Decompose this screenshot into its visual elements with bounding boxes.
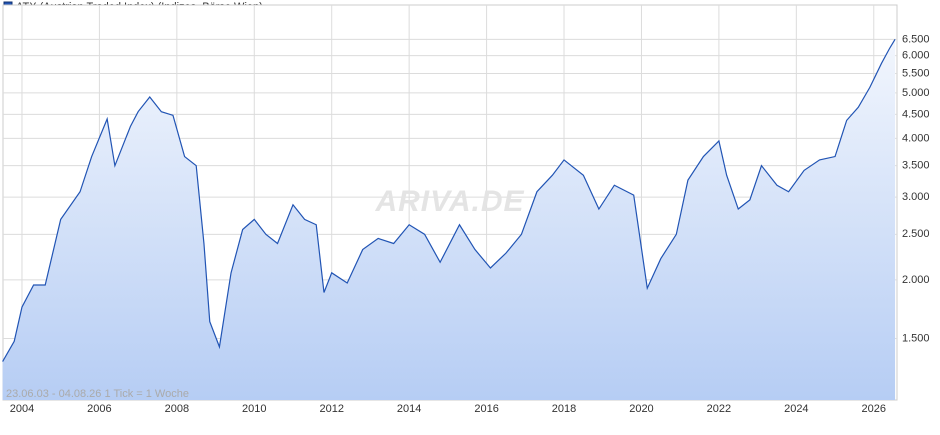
y-tick-label: 6.000	[902, 50, 930, 62]
y-tick-label: 4.000	[902, 132, 930, 144]
y-tick-label: 3.000	[902, 191, 930, 203]
y-tick-label: 4.500	[902, 108, 930, 120]
y-tick-label: 5.500	[902, 67, 930, 79]
y-tick-label: 6.500	[902, 33, 930, 45]
watermark: ARIVA.DE	[374, 185, 524, 218]
x-tick-label: 2024	[784, 403, 808, 415]
x-tick-label: 2020	[629, 403, 653, 415]
y-tick-label: 2.000	[902, 274, 930, 286]
x-tick-label: 2010	[242, 403, 266, 415]
footnote: 23.06.03 - 04.08.26 1 Tick = 1 Woche	[6, 388, 189, 400]
y-tick-label: 5.000	[902, 87, 930, 99]
x-tick-label: 2022	[707, 403, 731, 415]
x-tick-label: 2018	[552, 403, 576, 415]
x-tick-label: 2004	[10, 403, 34, 415]
x-tick-label: 2016	[474, 403, 498, 415]
y-tick-label: 1.500	[902, 332, 930, 344]
x-tick-label: 2006	[87, 403, 111, 415]
x-tick-label: 2026	[862, 403, 886, 415]
x-tick-label: 2014	[397, 403, 421, 415]
y-tick-label: 3.500	[902, 160, 930, 172]
x-tick-label: 2008	[165, 403, 189, 415]
line	[2, 39, 896, 362]
y-tick-label: 2.500	[902, 228, 930, 240]
x-tick-label: 2012	[319, 403, 343, 415]
